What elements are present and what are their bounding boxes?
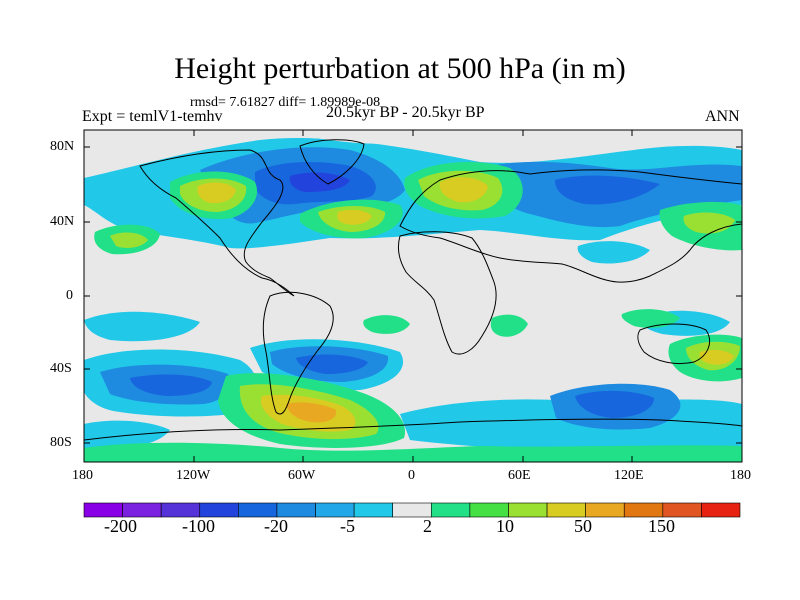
colorbar-swatch xyxy=(430,502,471,518)
lat-ticks xyxy=(84,146,742,444)
colorbar-swatch xyxy=(392,502,432,518)
colorbar-label: 10 xyxy=(496,516,514,536)
lat-label-80n: 80N xyxy=(50,139,75,154)
season-label: ANN xyxy=(705,108,740,125)
stats-line: rmsd= 7.61827 diff= 1.89989e-08 xyxy=(190,95,381,110)
lat-label-80s: 80S xyxy=(50,435,72,450)
coast-australia xyxy=(637,323,710,365)
contour-south-neg-west xyxy=(84,420,170,449)
contour-eastern-strong xyxy=(555,175,660,205)
colorbar-swatch xyxy=(122,502,162,518)
lon-label-60e: 60E xyxy=(508,468,531,483)
lon-label-180e: 180 xyxy=(730,468,751,483)
colorbar-label: -200 xyxy=(104,516,137,536)
contour-south-indian-neg-core xyxy=(575,390,654,418)
contour-tropic-pos-1 xyxy=(363,315,410,334)
colorbar-label: 150 xyxy=(648,516,675,536)
colorbar-swatch xyxy=(585,502,625,518)
colorbar-label: 50 xyxy=(574,516,592,536)
contour-polar-neutral xyxy=(84,130,742,152)
colorbar-swatch xyxy=(160,502,201,518)
lon-ticks xyxy=(83,130,743,462)
coast-antarctica xyxy=(84,418,742,441)
contour-south-pos-east-core xyxy=(699,349,734,365)
experiment-label: Expt = temlV1-temhv xyxy=(82,108,223,125)
lon-label-180w: 180 xyxy=(72,468,93,483)
period-label: 20.5kyr BP - 20.5kyr BP xyxy=(326,104,485,121)
contour-tropic-pos-3 xyxy=(621,309,680,328)
contour-tropic-neg-1 xyxy=(84,311,200,342)
contour-pos-nw-core xyxy=(197,182,236,204)
colorbar-swatch xyxy=(276,502,316,518)
colorbar-swatch xyxy=(353,502,394,518)
coast-europe-asia xyxy=(399,169,742,283)
contour-tropic-neg-2 xyxy=(577,241,650,264)
contour-pos-atlantic-core xyxy=(337,209,372,225)
colorbar-swatch xyxy=(315,502,355,518)
contour-south-atl-neg-core xyxy=(296,354,368,374)
contour-field xyxy=(84,130,742,462)
lon-label-120e: 120E xyxy=(614,468,644,483)
colorbar-swatch xyxy=(623,502,664,518)
coast-south-america xyxy=(262,291,334,415)
lon-label-60w: 60W xyxy=(288,468,316,483)
colorbar-swatch xyxy=(662,502,702,518)
colorbar-swatch xyxy=(701,502,741,518)
lat-label-40n: 40N xyxy=(50,214,75,229)
contour-south-pos-core xyxy=(286,402,337,423)
contour-south-neg-core xyxy=(130,374,212,396)
coastlines xyxy=(84,139,742,441)
lat-label-40s: 40S xyxy=(50,361,72,376)
colorbar-swatch xyxy=(546,502,586,518)
contour-pos-pacific-w-core xyxy=(110,232,148,248)
lat-label-0: 0 xyxy=(66,288,73,303)
coast-north-america xyxy=(139,149,295,297)
contour-tropic-pos-2 xyxy=(490,314,528,337)
colorbar-swatch xyxy=(199,502,239,518)
colorbar-swatch xyxy=(469,502,509,518)
contour-antarctic-pos xyxy=(84,442,742,462)
colorbar-label: -100 xyxy=(182,516,215,536)
coast-africa xyxy=(397,231,497,355)
chart-title: Height perturbation at 500 hPa (in m) xyxy=(174,52,626,85)
colorbar xyxy=(83,502,741,518)
lon-label-120w: 120W xyxy=(176,468,211,483)
colorbar-label: -20 xyxy=(264,516,288,536)
colorbar-swatch xyxy=(83,502,123,518)
contour-pos-europe-core xyxy=(439,177,488,203)
lon-label-0: 0 xyxy=(408,468,415,483)
colorbar-label: -5 xyxy=(340,516,355,536)
colorbar-swatch xyxy=(508,502,548,518)
contour-north-deep xyxy=(289,172,350,192)
coast-greenland xyxy=(299,139,365,185)
colorbar-label: 2 xyxy=(423,516,432,536)
colorbar-swatch xyxy=(238,502,278,518)
